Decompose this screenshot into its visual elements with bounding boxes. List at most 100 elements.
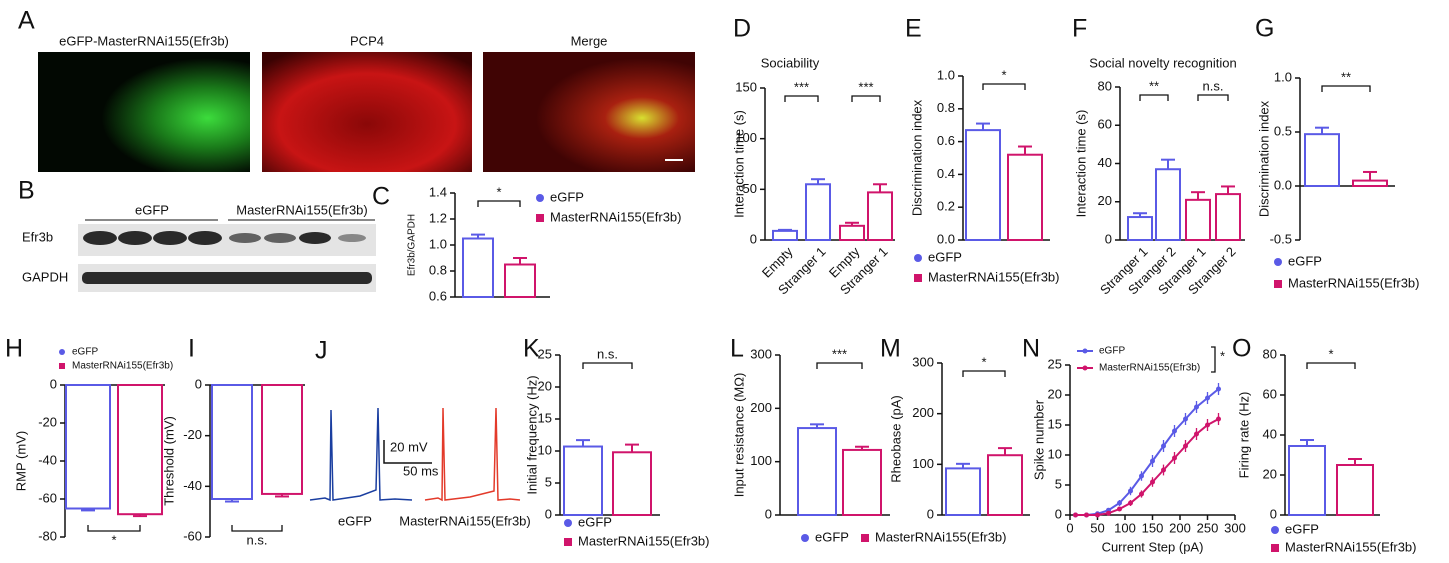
y-tick-label: 0 bbox=[765, 506, 772, 521]
marker bbox=[1161, 467, 1166, 473]
legend-label: MasterRNAi155(Efr3b) bbox=[578, 533, 710, 548]
y-tick-label: 5 bbox=[1055, 476, 1062, 491]
y-tick-label: 1.2 bbox=[429, 210, 447, 225]
y-tick-label: 50 bbox=[743, 181, 757, 196]
sig-bracket bbox=[784, 95, 819, 102]
marker bbox=[564, 519, 572, 527]
y-tick-label: 200 bbox=[912, 405, 934, 420]
y-tick-label: -80 bbox=[38, 528, 57, 543]
blot-bands bbox=[82, 231, 372, 284]
bar bbox=[1127, 216, 1153, 242]
y-tick-label: 40 bbox=[1098, 155, 1112, 170]
group-label: eGFP bbox=[135, 202, 169, 217]
y-tick-label: 0.8 bbox=[429, 262, 447, 277]
panel-letter: B bbox=[18, 177, 35, 205]
y-tick-label: 40 bbox=[1263, 426, 1277, 441]
y-tick-label: 80 bbox=[1098, 78, 1112, 93]
x-tick-label: 150 bbox=[1142, 520, 1164, 535]
trace bbox=[424, 407, 521, 502]
marker bbox=[1128, 488, 1133, 494]
legend-label: MasterRNAi155(Efr3b) bbox=[1288, 275, 1420, 290]
y-tick-label: -60 bbox=[183, 528, 202, 543]
bar bbox=[797, 427, 837, 517]
marker bbox=[1106, 510, 1111, 516]
marker bbox=[536, 194, 544, 202]
marker bbox=[914, 274, 922, 282]
legend-label: eGFP bbox=[815, 529, 849, 544]
bar bbox=[504, 263, 536, 298]
y-tick-label: 300 bbox=[912, 354, 934, 369]
x-axis-label: Current Step (pA) bbox=[1102, 539, 1204, 554]
panel-letter: O bbox=[1232, 335, 1251, 363]
legend-label: MasterRNAi155(Efr3b) bbox=[550, 209, 682, 224]
marker bbox=[1183, 416, 1188, 422]
sig-label: * bbox=[1220, 348, 1225, 363]
bar bbox=[867, 191, 893, 242]
marker bbox=[1139, 473, 1144, 479]
bar bbox=[1155, 168, 1181, 241]
marker bbox=[1205, 422, 1210, 428]
scale-label: 50 ms bbox=[403, 463, 439, 478]
y-tick-label: -20 bbox=[38, 414, 57, 429]
sig-label: * bbox=[1328, 346, 1333, 361]
x-tick-label: 200 bbox=[1169, 520, 1191, 535]
bar bbox=[117, 384, 163, 516]
y-axis-label: Discrimination index bbox=[909, 99, 924, 216]
bar bbox=[563, 445, 603, 516]
marker bbox=[1073, 512, 1078, 518]
y-tick-label: 0 bbox=[545, 506, 552, 521]
y-tick-label: -20 bbox=[183, 427, 202, 442]
panel-letter: G bbox=[1255, 15, 1274, 43]
y-tick-label: 1.0 bbox=[937, 67, 955, 82]
y-axis-label: Initial frequency (Hz) bbox=[524, 375, 539, 494]
y-tick-label: 0 bbox=[195, 376, 202, 391]
panel-letter: K bbox=[523, 335, 540, 363]
bar bbox=[1336, 464, 1374, 516]
marker bbox=[564, 538, 572, 546]
bar bbox=[1304, 133, 1340, 188]
sig-label: n.s. bbox=[1203, 78, 1224, 93]
y-tick-label: 25 bbox=[1048, 356, 1062, 371]
y-axis-label: Interaction time (s) bbox=[1073, 110, 1088, 218]
marker bbox=[1216, 416, 1221, 422]
panel-letter: J bbox=[315, 337, 328, 365]
marker bbox=[914, 254, 922, 262]
marker bbox=[1172, 428, 1177, 434]
row-label: Efr3b bbox=[22, 229, 53, 244]
bar bbox=[1185, 198, 1211, 241]
sig-label: n.s. bbox=[597, 346, 618, 361]
panel-letter: E bbox=[905, 15, 922, 43]
y-axis-label: Rheobase (pA) bbox=[888, 395, 903, 482]
sig-label: n.s. bbox=[247, 532, 268, 547]
sig-label: *** bbox=[832, 346, 847, 361]
sig-bracket bbox=[1306, 362, 1356, 369]
legend-label: MasterRNAi155(Efr3b) bbox=[928, 269, 1060, 284]
y-tick-label: 100 bbox=[912, 456, 934, 471]
trace-label: MasterRNAi155(Efr3b) bbox=[399, 513, 531, 528]
x-tick-label: 0 bbox=[1066, 520, 1073, 535]
y-tick-label: 60 bbox=[1263, 386, 1277, 401]
legend-label: eGFP bbox=[578, 514, 612, 529]
marker bbox=[1150, 458, 1155, 464]
legend-marker bbox=[1082, 348, 1088, 354]
marker bbox=[1271, 544, 1279, 552]
marker bbox=[1128, 500, 1133, 506]
y-axis-label: Spike number bbox=[1031, 399, 1046, 480]
scale-label: 20 mV bbox=[390, 439, 428, 454]
marker bbox=[536, 214, 544, 222]
y-tick-label: 5 bbox=[545, 474, 552, 489]
sig-bracket bbox=[231, 525, 283, 532]
bar bbox=[1352, 179, 1388, 188]
y-tick-label: 20 bbox=[1098, 193, 1112, 208]
sig-bracket bbox=[851, 95, 881, 102]
sig-label: ** bbox=[1149, 78, 1159, 93]
y-axis-label: Firing rate (Hz) bbox=[1236, 392, 1251, 479]
marker bbox=[1117, 506, 1122, 512]
legend-marker bbox=[1082, 365, 1088, 371]
bar bbox=[612, 451, 652, 516]
y-tick-label: 100 bbox=[735, 130, 757, 145]
legend-label: eGFP bbox=[928, 249, 962, 264]
marker bbox=[1274, 258, 1282, 266]
panel-letter: D bbox=[733, 15, 751, 43]
legend-label: MasterRNAi155(Efr3b) bbox=[72, 361, 173, 372]
